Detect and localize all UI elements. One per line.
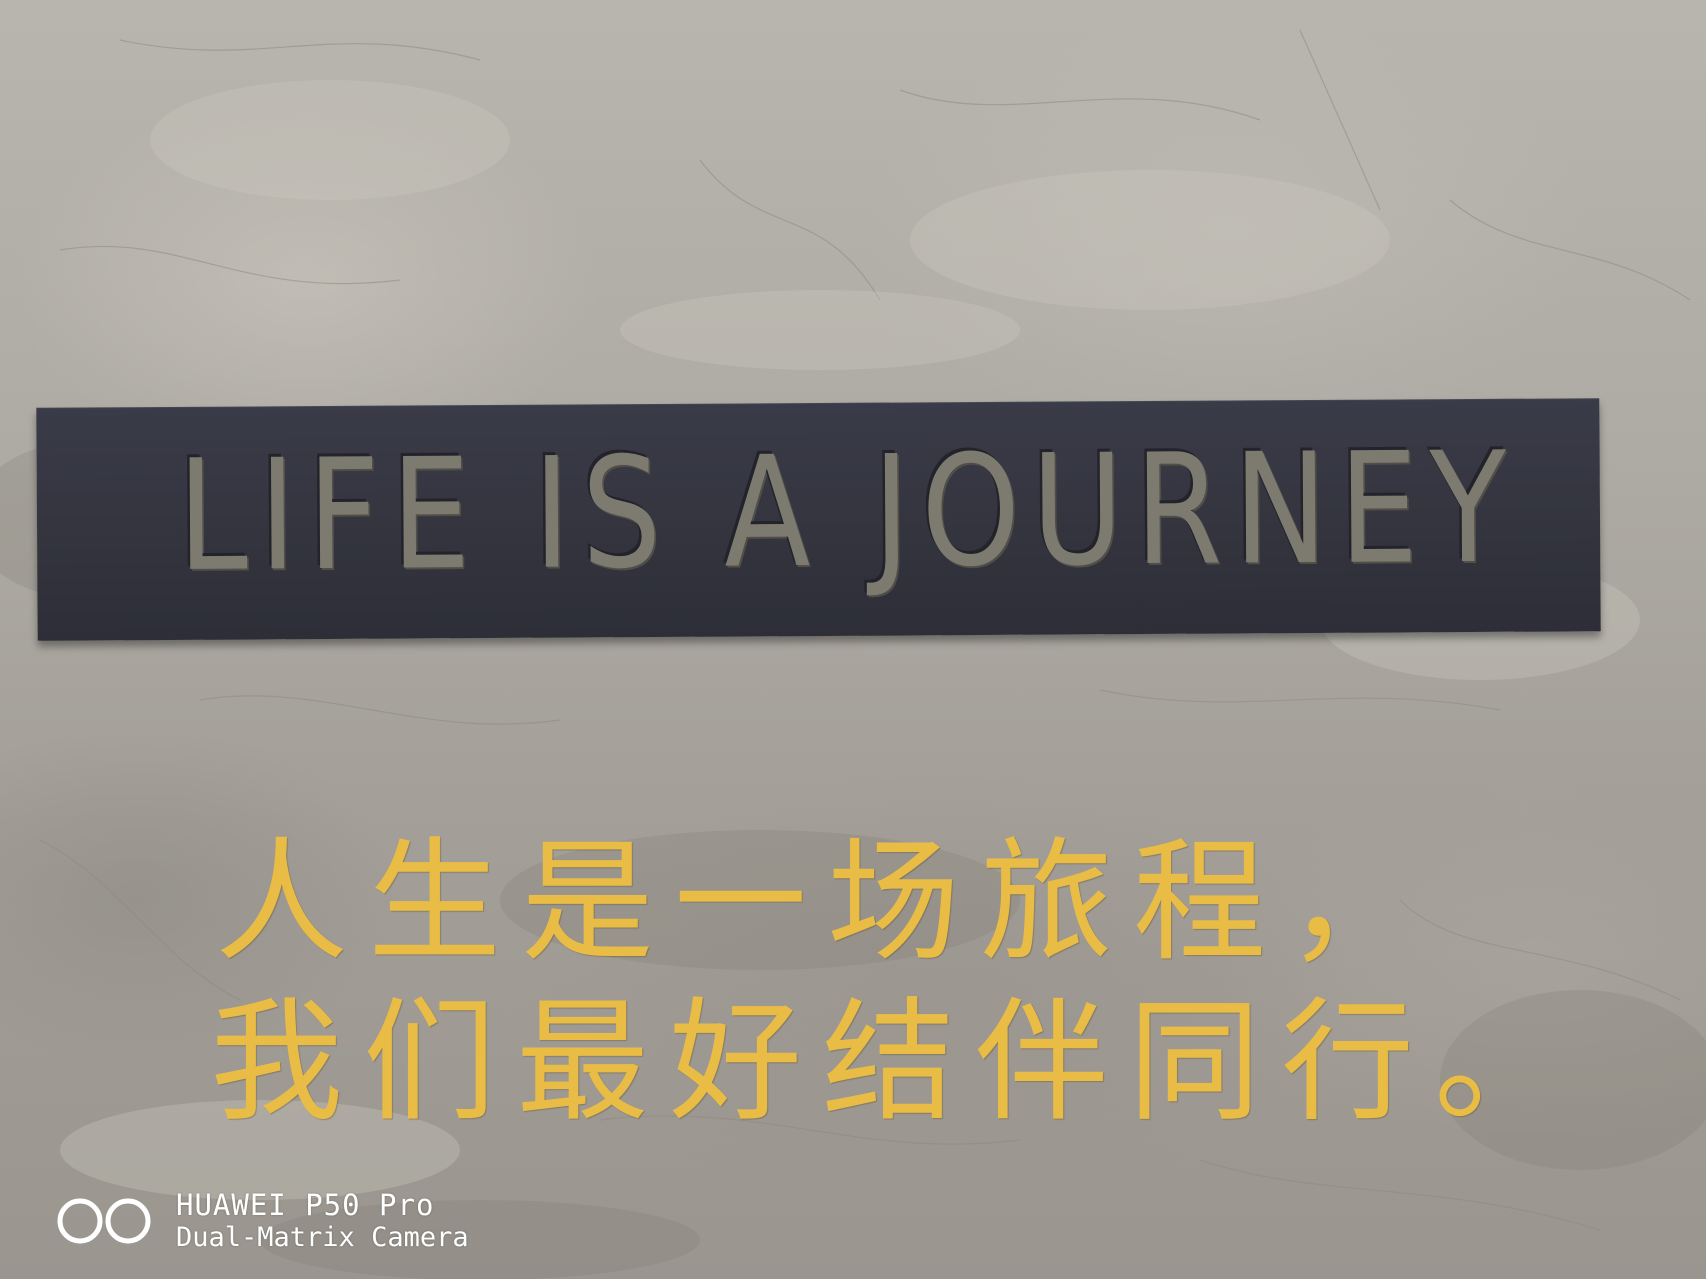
dual-lens-icon	[57, 1198, 151, 1244]
wall-text-line-2: 我们最好结伴同行。	[210, 986, 1587, 1140]
watermark-text: HUAWEI P50 Pro Dual-Matrix Camera	[176, 1188, 469, 1254]
journey-sign: LIFE IS A JOURNEY	[36, 398, 1601, 641]
sign-text: LIFE IS A JOURNEY	[177, 419, 1519, 606]
wall-text-line-1: 人生是一场旅程，	[215, 826, 1439, 980]
watermark-model: HUAWEI P50 Pro	[176, 1188, 435, 1222]
watermark-camera: Dual-Matrix Camera	[176, 1222, 469, 1253]
camera-watermark: HUAWEI P50 Pro Dual-Matrix Camera	[56, 1188, 469, 1254]
